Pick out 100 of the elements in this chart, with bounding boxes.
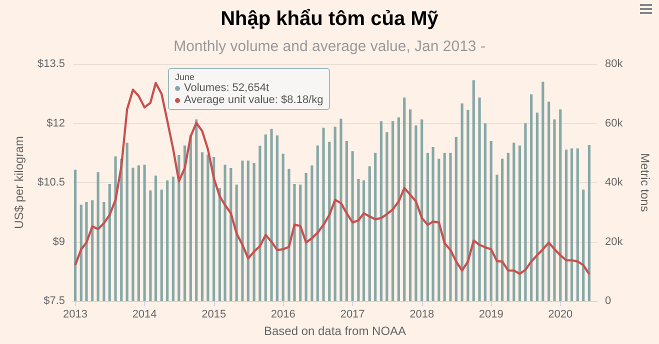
bar — [420, 119, 424, 301]
bar — [588, 145, 591, 301]
bar — [293, 184, 296, 301]
bar — [496, 174, 498, 301]
bar — [154, 176, 158, 301]
bar — [114, 156, 117, 301]
bar — [166, 180, 169, 301]
bar — [288, 168, 290, 301]
bar — [518, 145, 522, 301]
bar — [432, 146, 434, 301]
y2-axis-title: Metric tons — [638, 153, 652, 212]
bar — [357, 178, 360, 301]
bar — [91, 200, 94, 301]
bar — [304, 173, 308, 301]
bar — [334, 126, 336, 301]
bar — [368, 166, 371, 301]
bar — [414, 125, 418, 301]
y-tick-label: $13.5 — [37, 58, 65, 70]
bar — [512, 142, 516, 301]
bar — [270, 128, 273, 301]
bar — [380, 121, 383, 301]
bar — [500, 158, 504, 301]
bar — [542, 82, 544, 301]
bar — [345, 141, 348, 301]
bar — [386, 132, 388, 301]
bar — [224, 164, 226, 301]
chart-title: Nhập khẩu tôm của Mỹ — [220, 8, 440, 30]
bar — [351, 151, 354, 301]
bar — [408, 109, 412, 301]
bar — [74, 170, 77, 301]
y-tick-label: $9 — [52, 236, 65, 248]
bar — [230, 168, 232, 301]
x-tick-label: 2019 — [478, 308, 504, 320]
bar — [443, 152, 446, 301]
bar — [576, 148, 579, 301]
bar — [183, 145, 186, 301]
x-tick-label: 2014 — [132, 308, 157, 320]
bar — [85, 202, 88, 301]
bar — [466, 110, 470, 301]
bar — [80, 204, 82, 301]
bar — [438, 158, 440, 301]
x-tick-label: 2016 — [270, 308, 296, 320]
bar — [478, 97, 481, 301]
bar — [582, 190, 585, 301]
bar — [536, 112, 539, 301]
bar — [102, 202, 106, 301]
bar — [553, 119, 556, 301]
annotation: Average unit value: $8.18/kg — [184, 94, 324, 106]
bar — [241, 160, 244, 301]
bar — [524, 123, 527, 301]
bar — [160, 190, 163, 301]
bar — [299, 184, 302, 301]
y2-tick-label: 20k — [605, 236, 624, 248]
bar — [340, 118, 342, 301]
bar — [276, 135, 279, 301]
bar — [454, 136, 458, 301]
bar — [172, 176, 175, 301]
bar — [426, 152, 430, 301]
y-tick-label: $10.5 — [37, 176, 65, 188]
bar — [137, 165, 140, 301]
y-axis-title: US$ per kilogram — [12, 136, 26, 229]
bar — [96, 172, 100, 301]
x-tick-label: 2015 — [202, 308, 226, 320]
bar — [559, 109, 562, 301]
y2-tick-label: 40k — [605, 176, 624, 188]
bar — [206, 154, 210, 301]
bar — [530, 94, 533, 301]
bar — [322, 128, 325, 301]
bar — [564, 150, 568, 301]
y2-tick-label: 60k — [605, 117, 624, 130]
y2-tick-label: 80k — [605, 58, 624, 70]
bar — [484, 123, 487, 301]
bar — [218, 188, 222, 301]
bar — [178, 154, 180, 301]
bar — [403, 97, 406, 301]
bar — [264, 134, 267, 301]
bar — [362, 180, 366, 301]
bar — [252, 162, 256, 301]
x-tick-label: 2020 — [548, 308, 573, 320]
annotation: Volumes: 52,654t — [184, 82, 270, 94]
y-tick-label: $12 — [46, 117, 65, 130]
bar — [108, 184, 111, 301]
bar — [460, 103, 464, 301]
bar — [189, 135, 192, 301]
bar — [246, 160, 250, 301]
bar — [472, 80, 475, 301]
line-series — [74, 82, 590, 276]
x-axis-title: Based on data from NOAA — [264, 324, 406, 338]
chart-subtitle: Monthly volume and average value, Jan 2013 - — [174, 38, 486, 55]
bar — [282, 154, 284, 301]
bar — [490, 141, 492, 301]
y2-tick-label: 0 — [605, 295, 612, 307]
bar — [258, 146, 262, 301]
bar — [126, 142, 128, 301]
bar — [547, 102, 550, 301]
bar — [235, 184, 238, 301]
bar — [195, 119, 198, 301]
x-tick-label: 2018 — [410, 308, 434, 320]
x-tick-label: 2013 — [63, 308, 88, 320]
annotation: June — [175, 72, 196, 82]
